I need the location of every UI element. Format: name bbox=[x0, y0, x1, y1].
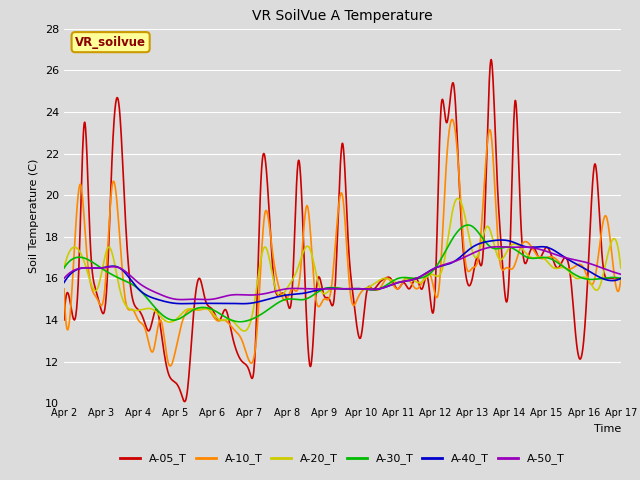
A-50_T bbox=[103, 264, 111, 270]
A-40_T bbox=[378, 286, 385, 291]
A-40_T bbox=[497, 237, 505, 243]
A-30_T bbox=[378, 285, 385, 291]
A-20_T bbox=[617, 265, 625, 271]
A-05_T bbox=[378, 278, 385, 284]
A-10_T bbox=[378, 284, 385, 289]
A-10_T bbox=[297, 266, 305, 272]
A-10_T bbox=[60, 286, 68, 292]
A-40_T bbox=[297, 291, 305, 297]
A-05_T bbox=[60, 317, 68, 323]
A-20_T bbox=[297, 257, 305, 263]
Line: A-30_T: A-30_T bbox=[64, 225, 621, 322]
A-10_T bbox=[318, 299, 326, 304]
A-40_T bbox=[318, 286, 326, 292]
Line: A-05_T: A-05_T bbox=[64, 60, 621, 402]
A-40_T bbox=[103, 264, 111, 270]
A-05_T bbox=[318, 285, 326, 291]
A-30_T bbox=[318, 287, 326, 292]
A-30_T bbox=[464, 222, 472, 228]
A-40_T bbox=[308, 288, 316, 294]
A-30_T bbox=[297, 297, 305, 303]
A-30_T bbox=[126, 280, 134, 286]
A-40_T bbox=[617, 276, 625, 281]
A-10_T bbox=[308, 254, 316, 260]
A-10_T bbox=[126, 307, 134, 313]
A-50_T bbox=[60, 276, 68, 281]
A-50_T bbox=[493, 244, 501, 250]
A-20_T bbox=[378, 276, 385, 282]
Line: A-10_T: A-10_T bbox=[64, 120, 621, 366]
A-30_T bbox=[308, 293, 316, 299]
A-05_T bbox=[103, 279, 111, 285]
A-05_T bbox=[308, 352, 316, 358]
Y-axis label: Soil Temperature (C): Soil Temperature (C) bbox=[29, 159, 39, 273]
A-30_T bbox=[103, 269, 111, 275]
A-10_T bbox=[449, 117, 456, 122]
Text: VR_soilvue: VR_soilvue bbox=[75, 36, 146, 48]
A-30_T bbox=[236, 319, 244, 324]
Line: A-40_T: A-40_T bbox=[64, 240, 621, 304]
A-30_T bbox=[60, 265, 68, 271]
A-20_T bbox=[103, 247, 111, 252]
A-20_T bbox=[240, 328, 248, 334]
A-05_T bbox=[617, 276, 625, 281]
A-05_T bbox=[297, 174, 305, 180]
A-50_T bbox=[617, 271, 625, 277]
A-50_T bbox=[178, 297, 186, 302]
A-05_T bbox=[487, 57, 495, 62]
A-50_T bbox=[308, 286, 316, 292]
A-20_T bbox=[126, 306, 134, 312]
Legend: A-05_T, A-10_T, A-20_T, A-30_T, A-40_T, A-50_T: A-05_T, A-10_T, A-20_T, A-30_T, A-40_T, … bbox=[116, 449, 569, 469]
A-10_T bbox=[166, 363, 174, 369]
A-40_T bbox=[60, 280, 68, 286]
A-50_T bbox=[126, 272, 134, 278]
A-20_T bbox=[318, 289, 326, 295]
A-20_T bbox=[60, 265, 68, 271]
A-40_T bbox=[126, 276, 134, 281]
Line: A-20_T: A-20_T bbox=[64, 198, 621, 331]
A-30_T bbox=[617, 276, 625, 281]
A-05_T bbox=[126, 277, 134, 283]
X-axis label: Time: Time bbox=[593, 424, 621, 433]
Line: A-50_T: A-50_T bbox=[64, 247, 621, 300]
A-20_T bbox=[454, 195, 461, 201]
A-10_T bbox=[103, 254, 111, 260]
A-50_T bbox=[378, 286, 385, 291]
A-05_T bbox=[181, 399, 189, 405]
A-20_T bbox=[308, 253, 316, 259]
A-40_T bbox=[239, 301, 246, 307]
A-50_T bbox=[318, 286, 326, 292]
A-10_T bbox=[617, 276, 625, 281]
Title: VR SoilVue A Temperature: VR SoilVue A Temperature bbox=[252, 10, 433, 24]
A-50_T bbox=[297, 286, 305, 291]
